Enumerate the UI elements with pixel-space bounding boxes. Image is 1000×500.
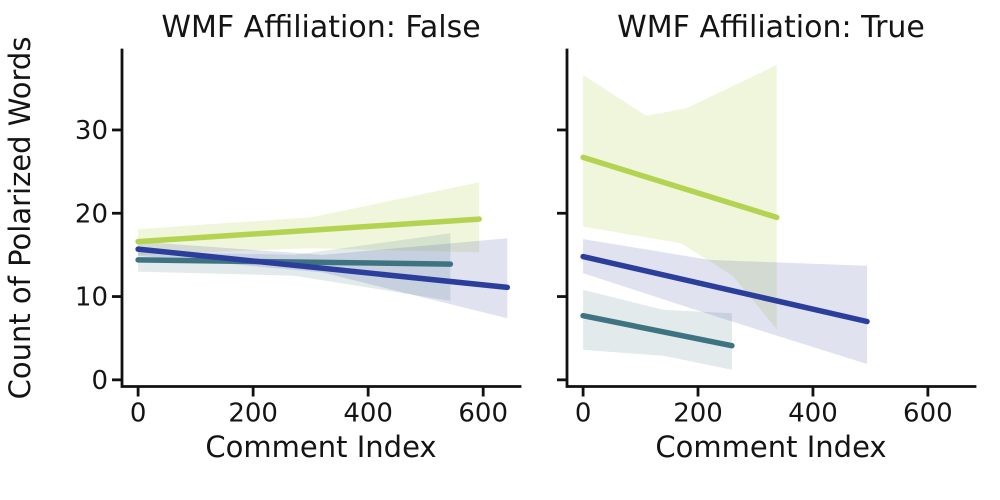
x-tick-label: 600	[903, 399, 953, 429]
trend-line-teal	[135, 257, 454, 267]
x-tick-label: 400	[343, 399, 393, 429]
right-x-axis-label: Comment Index	[655, 430, 886, 464]
x-tick-label: 0	[130, 399, 147, 429]
confidence-band-yellow-green	[583, 65, 777, 329]
y-axis-label: Count of Polarized Words	[3, 37, 37, 400]
x-tick-label: 600	[458, 399, 508, 429]
x-tick-label: 200	[228, 399, 278, 429]
plot-panels: 0 200 400 600 0 10 20 30 0 200 400 600	[75, 48, 977, 429]
trend-line-yellow-green	[135, 216, 482, 245]
axis-spine	[120, 48, 522, 388]
y-tick-label: 30	[75, 116, 108, 146]
right-panel-title: WMF Affiliation: True	[617, 10, 925, 45]
axis-spine	[565, 48, 977, 388]
x-tick-label: 200	[673, 399, 723, 429]
trend-line-navy-blue	[135, 246, 511, 291]
x-tick-label: 400	[788, 399, 838, 429]
trend-line-yellow-green	[580, 154, 780, 221]
left-panel-title: WMF Affiliation: False	[161, 10, 480, 45]
x-tick-label: 0	[575, 399, 592, 429]
y-tick-label: 20	[75, 199, 108, 229]
trend-line-navy-blue	[580, 253, 870, 325]
y-tick-label: 10	[75, 283, 108, 313]
left-x-axis-label: Comment Index	[205, 430, 436, 464]
y-tick-label: 0	[91, 366, 108, 396]
trend-line-teal	[580, 312, 735, 349]
